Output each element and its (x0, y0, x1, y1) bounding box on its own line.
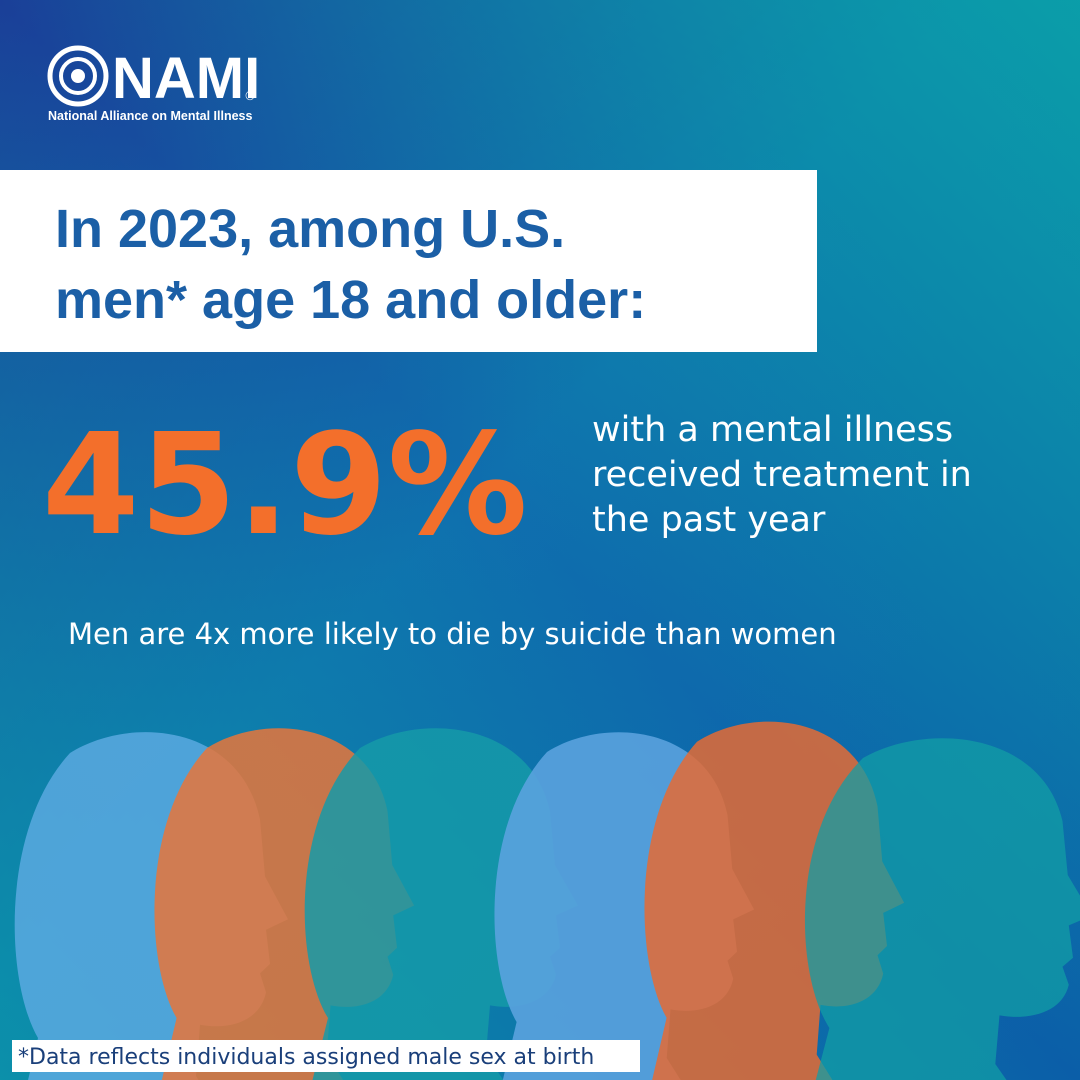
logo-icon (71, 69, 85, 83)
stat-value: 45.9% (42, 404, 528, 567)
headline-box (0, 170, 817, 352)
silhouettes (14, 721, 1080, 1080)
logo-icon (59, 57, 97, 95)
headline: In 2023, among U.S. (55, 199, 565, 259)
logo: NAMI ® National Alliance on Mental Illne… (47, 45, 260, 123)
stat-description: with a mental illness (592, 410, 953, 450)
stat-description: the past year (592, 500, 826, 540)
note: Men are 4x more likely to die by suicide… (68, 617, 837, 651)
footnote: *Data reflects individuals assigned male… (18, 1045, 594, 1070)
headline: men* age 18 and older: (55, 270, 646, 330)
logo-icon (47, 45, 109, 107)
stat-description: received treatment in (592, 455, 972, 495)
logo-tagline: National Alliance on Mental Illness (48, 109, 252, 123)
footnote-box (12, 1040, 640, 1072)
logo-mark: ® (244, 89, 256, 103)
logo-name: NAMI (112, 46, 260, 111)
